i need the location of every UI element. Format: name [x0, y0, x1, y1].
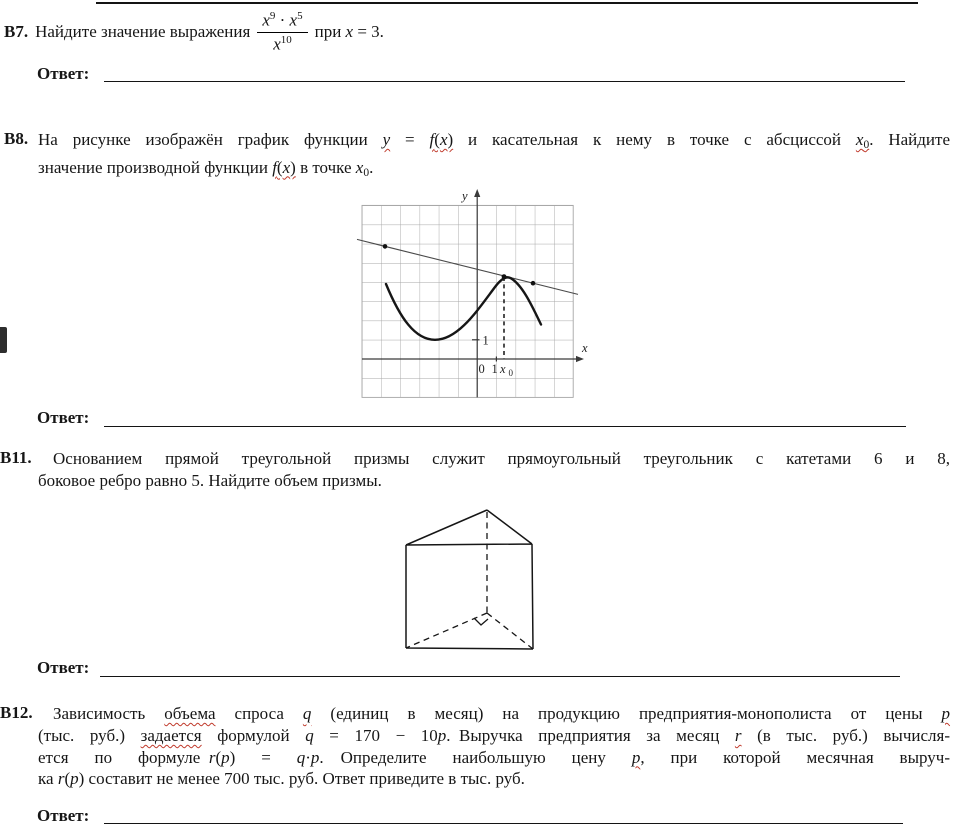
- tangent-line: [356, 238, 579, 295]
- var-x: x: [289, 10, 298, 30]
- b7-lead-text: Найдите значение выражения: [35, 22, 251, 41]
- prism-hidden-edges: [405, 512, 534, 650]
- var-f-of-x: f(x): [429, 130, 454, 149]
- problem-b7-label: В7.: [4, 22, 29, 41]
- var-x: x: [273, 34, 281, 54]
- b12-line-1: Зависимость объема спроса q (единиц в ме…: [53, 704, 951, 723]
- fraction-denominator: x10: [257, 33, 307, 54]
- var-p: p: [70, 769, 79, 789]
- answer-blank-b8: [104, 426, 906, 427]
- y-axis-label: y: [460, 189, 468, 203]
- b7-tail-text: при x = 3.: [314, 22, 384, 41]
- problem-b12: Зависимость объема спроса q (единиц в ме…: [38, 703, 950, 790]
- answer-blank-b11: [100, 676, 900, 677]
- var-r: r: [734, 725, 742, 745]
- exponent-9: 9: [269, 10, 276, 23]
- exponent-5: 5: [297, 10, 303, 23]
- function-graph-figure: y x 0 1 1 x 0: [356, 189, 588, 398]
- problem-b7: В7. Найдите значение выражения x9 · x5 x…: [4, 6, 384, 58]
- x-axis-arrow: [576, 355, 584, 363]
- var-x: x: [262, 10, 270, 30]
- var-x: x: [345, 22, 354, 41]
- var-f-of-x: f(x): [272, 157, 296, 177]
- problem-b11: Основанием прямой треугольной призмы слу…: [38, 448, 950, 492]
- x0-subscript: 0: [509, 368, 514, 378]
- answer-label-b11: Ответ:: [37, 658, 90, 677]
- var-q: q: [305, 725, 314, 745]
- x-unit-label: 1: [492, 362, 498, 376]
- var-q: q: [296, 747, 306, 767]
- answer-label-b12: Ответ:: [37, 806, 90, 825]
- grid: [361, 204, 574, 398]
- multiplication-dot: ·: [275, 10, 290, 30]
- b8-line-1: На рисунке изображён график функции y = …: [38, 130, 950, 151]
- answer-blank-b7: [104, 81, 905, 82]
- b8-line-2: значение производной функции f(x) в точк…: [38, 157, 374, 179]
- origin-label: 0: [479, 362, 485, 376]
- problem-b11-label: В11.: [0, 448, 32, 467]
- b11-line-1: Основанием прямой треугольной призмы слу…: [53, 449, 950, 468]
- tangent-point-left: [382, 244, 388, 249]
- b12-line-3: ется по формуле r(p) = q·p. Определите н…: [38, 747, 950, 767]
- b11-line-2: боковое ребро равно 5. Найдите объем при…: [38, 471, 382, 490]
- var-r: r: [208, 747, 216, 767]
- answer-label-b7: Ответ:: [37, 64, 90, 83]
- right-angle-mark: [473, 617, 489, 626]
- var-p: p: [941, 704, 951, 723]
- answer-label-b8: Ответ:: [37, 408, 90, 427]
- prism-solid-edges: [405, 509, 534, 650]
- b12-line-2: (тыс. руб.) задается формулой q = 170 − …: [38, 725, 950, 745]
- triangular-prism-figure: [405, 509, 534, 650]
- var-p: p: [221, 747, 230, 767]
- var-x0: x0: [855, 130, 870, 151]
- b7-fraction: x9 · x5 x10: [257, 10, 308, 54]
- problem-b8-label: В8.: [4, 129, 29, 148]
- problem-b12-label: В12.: [0, 703, 33, 722]
- misspelled-word: задается: [140, 725, 202, 745]
- var-p: p: [310, 747, 320, 767]
- tangent-point-right: [530, 280, 536, 286]
- var-r: r: [57, 769, 65, 789]
- y-unit-label: 1: [483, 334, 489, 348]
- var-y: y: [382, 130, 391, 149]
- var-p: p: [437, 725, 447, 745]
- top-answer-rule: [96, 2, 918, 4]
- x-axis-label: x: [581, 341, 588, 355]
- misspelled-word: объема: [164, 704, 216, 723]
- var-q: q: [302, 704, 312, 723]
- x0-label: x: [499, 362, 506, 376]
- var-x0: x: [355, 157, 364, 177]
- exponent-10: 10: [280, 33, 292, 46]
- var-p: p: [631, 747, 641, 767]
- answer-blank-b12: [104, 823, 903, 824]
- problem-b8: На рисунке изображён график функции y = …: [38, 129, 950, 184]
- scan-artifact-mark: [0, 327, 7, 353]
- fraction-numerator: x9 · x5: [257, 10, 308, 33]
- tangency-point: [501, 274, 507, 279]
- y-axis-arrow: [474, 189, 481, 197]
- b12-line-4: ка r(p) составит не менее 700 тыс. руб. …: [38, 769, 525, 789]
- function-curve: [384, 276, 543, 342]
